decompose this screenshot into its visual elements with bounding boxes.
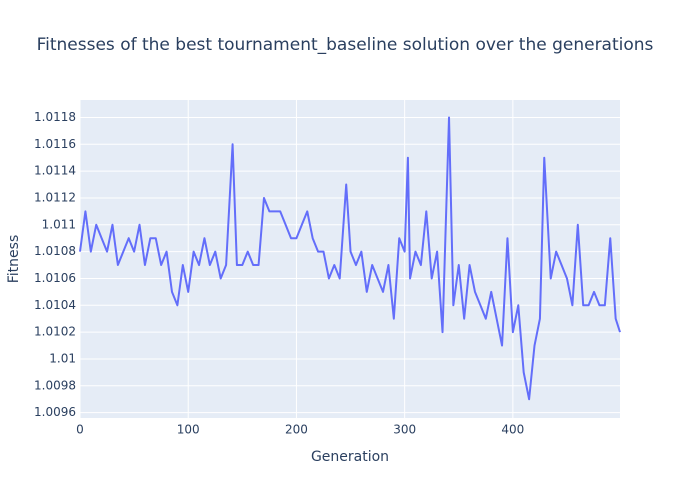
y-tick-label: 1.0106 (34, 271, 76, 285)
y-tick-label: 1.0104 (34, 298, 76, 312)
y-tick-label: 1.01 (49, 351, 76, 365)
y-tick-label: 1.0108 (34, 244, 76, 258)
x-tick-label: 100 (177, 423, 200, 437)
y-tick-label: 1.0098 (34, 378, 76, 392)
y-tick-label: 1.0112 (34, 190, 76, 204)
x-tick-label: 400 (501, 423, 524, 437)
x-tick-label: 300 (393, 423, 416, 437)
y-axis-title: Fitness (6, 235, 22, 284)
y-tick-label: 1.0096 (34, 405, 76, 419)
chart-title: Fitnesses of the best tournament_baselin… (37, 35, 654, 55)
x-tick-label: 0 (76, 423, 84, 437)
x-tick-label: 200 (285, 423, 308, 437)
y-tick-label: 1.0118 (34, 110, 76, 124)
plot-area (80, 100, 620, 418)
y-tick-label: 1.011 (42, 217, 76, 231)
y-tick-label: 1.0114 (34, 164, 76, 178)
x-axis-title: Generation (311, 449, 389, 465)
data-line (79, 116, 621, 401)
y-tick-label: 1.0102 (34, 325, 76, 339)
y-tick-label: 1.0116 (34, 137, 76, 151)
